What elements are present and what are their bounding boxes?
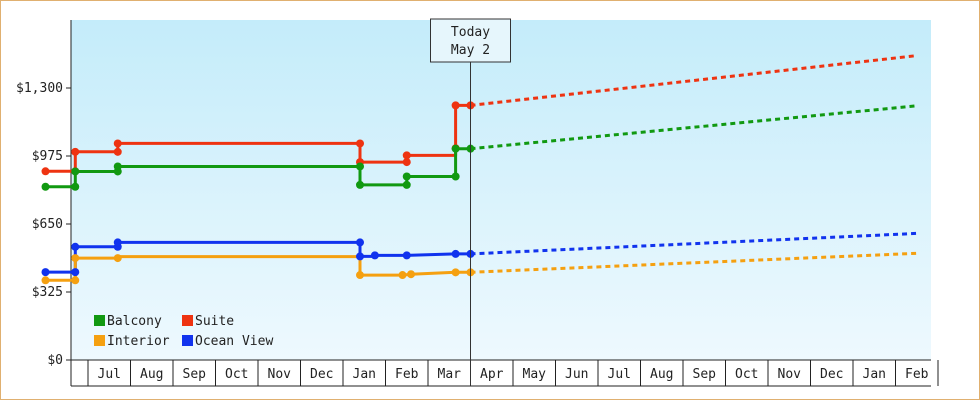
- data-point: [451, 101, 460, 110]
- data-point: [41, 167, 50, 176]
- data-point: [41, 276, 50, 285]
- x-tick-label: Nov: [778, 367, 802, 382]
- x-tick-label: Jan: [863, 367, 886, 382]
- data-point: [402, 158, 411, 167]
- data-point: [71, 268, 80, 277]
- data-point: [356, 180, 364, 189]
- data-point: [71, 147, 80, 156]
- series-projection-balcony: [470, 104, 917, 151]
- x-tick-label: Dec: [820, 367, 843, 382]
- data-point: [113, 238, 122, 247]
- y-tick-label: $1,300: [16, 81, 63, 96]
- data-point: [71, 167, 80, 176]
- data-point: [71, 242, 80, 251]
- x-tick-label: Jan: [353, 367, 376, 382]
- x-tick-label: Dec: [310, 367, 333, 382]
- x-tick-label: Aug: [650, 367, 673, 382]
- series-line-ocean-view: [45, 240, 471, 274]
- y-tick-label: $0: [47, 353, 63, 368]
- legend-swatch: [182, 315, 193, 326]
- x-tick-label: Nov: [268, 367, 292, 382]
- data-point: [41, 182, 50, 191]
- legend-label: Balcony: [107, 314, 162, 329]
- data-point: [113, 254, 122, 263]
- x-tick-label: Apr: [480, 367, 504, 382]
- x-tick-label: May: [523, 367, 547, 382]
- data-point: [71, 254, 80, 263]
- data-point: [407, 270, 415, 279]
- today-box: [430, 18, 511, 63]
- x-tick-label: Jul: [98, 367, 121, 382]
- legend-label: Suite: [195, 314, 234, 329]
- data-point: [402, 180, 411, 189]
- x-tick-label: Aug: [140, 367, 163, 382]
- y-tick-label: $325: [32, 285, 63, 300]
- data-point: [71, 182, 80, 191]
- series-projection-ocean-view: [470, 231, 917, 256]
- series-projection-interior: [470, 251, 917, 274]
- legend-swatch: [182, 335, 193, 346]
- x-tick-label: Oct: [225, 367, 248, 382]
- x-tick-label: Jul: [608, 367, 631, 382]
- legend-label: Interior: [107, 334, 170, 349]
- y-tick-label: $650: [32, 217, 63, 232]
- x-tick-label: Feb: [905, 367, 929, 382]
- data-point: [451, 249, 460, 258]
- x-tick-label: Feb: [395, 367, 419, 382]
- data-point: [356, 252, 364, 261]
- data-point: [356, 139, 364, 148]
- data-point: [356, 162, 364, 171]
- data-point: [41, 268, 50, 277]
- legend-label: Ocean View: [195, 334, 273, 349]
- data-point: [113, 147, 122, 156]
- data-point: [113, 139, 122, 148]
- x-tick-label: Jun: [565, 367, 588, 382]
- data-point: [451, 144, 460, 153]
- data-point: [398, 271, 407, 280]
- data-point: [451, 268, 460, 277]
- data-point: [402, 251, 411, 260]
- legend-swatch: [94, 335, 105, 346]
- x-tick-label: Oct: [735, 367, 758, 382]
- x-tick-label: Sep: [693, 367, 717, 382]
- plot-area: [71, 20, 931, 360]
- today-date: May 2: [451, 43, 490, 58]
- data-point: [402, 151, 411, 160]
- data-point: [356, 271, 364, 280]
- legend-swatch: [94, 315, 105, 326]
- data-point: [370, 251, 379, 260]
- series-projection-suite: [470, 54, 917, 107]
- today-label: Today: [451, 25, 490, 40]
- data-point: [451, 172, 460, 181]
- data-point: [113, 162, 122, 171]
- y-tick-label: $975: [32, 149, 63, 164]
- data-point: [71, 276, 80, 285]
- x-tick-label: Mar: [438, 367, 462, 382]
- data-point: [356, 238, 364, 247]
- x-tick-label: Sep: [183, 367, 207, 382]
- data-point: [402, 172, 411, 181]
